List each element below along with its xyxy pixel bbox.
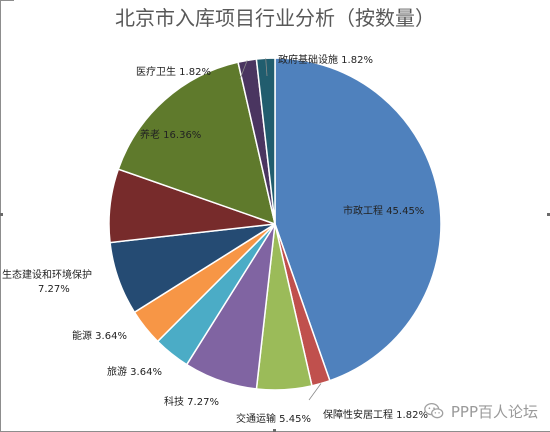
data-label-2: 交通运输 5.45% [236,412,311,425]
wechat-icon [424,403,444,419]
leader-line-9 [239,60,248,80]
pie-slice-8 [117,61,277,226]
data-label-0: 市政工程 45.45% [343,204,424,217]
watermark-text: PPP百人论坛 [450,402,538,421]
data-label-4: 旅游 3.64% [107,365,162,378]
data-label-10: 政府基础设施 1.82% [278,53,373,66]
data-label-9: 医疗卫生 1.82% [136,65,211,78]
data-label-1: 保障性安居工程 1.82% [323,408,428,421]
leader-line-1 [308,383,322,401]
pie-slice-10 [255,57,276,225]
watermark: PPP百人论坛 [423,400,538,422]
pie-slices [108,57,442,391]
chart-title: 北京市入库项目行业分析（按数量） [115,6,435,30]
leader-lines [239,58,322,401]
frame-left [0,0,1,432]
data-label-3: 科技 7.27% [164,395,219,408]
resize-handle-right[interactable] [547,213,550,216]
data-label-6: 生态建设和环境保护 7.27% [2,268,92,295]
frame-top-left [0,0,14,1]
leader-line-10 [265,58,268,77]
data-label-8: 养老 16.36% [140,128,201,141]
data-label-5: 能源 3.64% [72,329,127,342]
resize-handle-bottom-mid[interactable] [273,429,276,432]
data-labels: 市政工程 45.45% 保障性安居工程 1.82% 交通运输 5.45% 科技 7.2… [2,53,428,425]
resize-handle-left[interactable] [0,213,3,216]
pie-slice-0 [274,57,442,382]
